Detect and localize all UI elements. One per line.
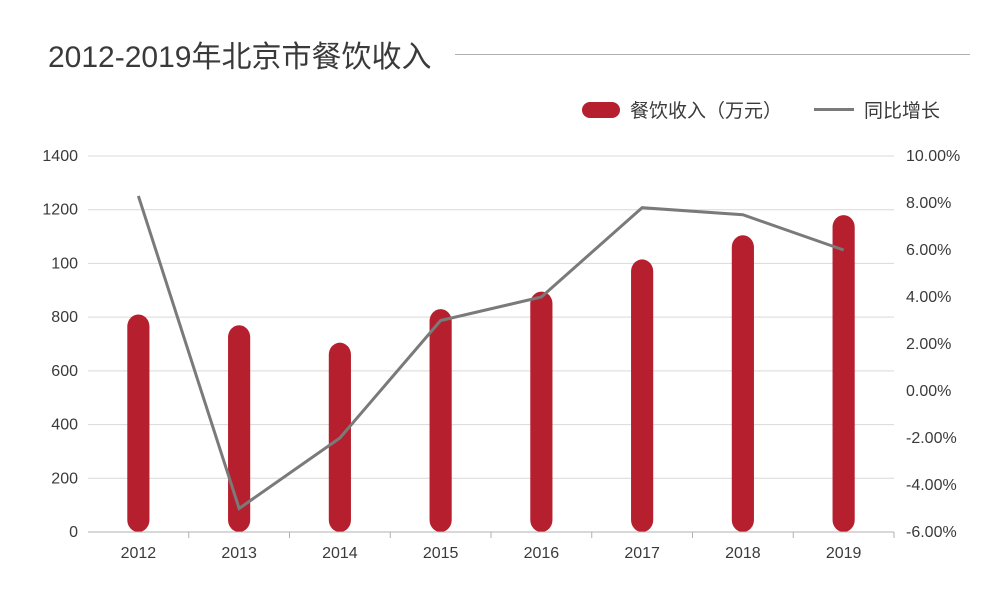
- y-left-tick: 400: [51, 417, 78, 434]
- chart-area: 0 200 400 600 800 100 1200 1400 -6.00% -4.00% -2.0…: [30, 148, 970, 568]
- y-left-tick: 100: [51, 255, 78, 272]
- legend: 餐饮收入（万元） 同比增长: [582, 96, 940, 123]
- y-left-tick: 600: [51, 363, 78, 380]
- bar: [833, 215, 855, 532]
- x-tick-label: 2012: [121, 545, 157, 562]
- y-right-tick: -4.00%: [906, 477, 957, 494]
- x-tick-label: 2019: [826, 545, 862, 562]
- y-right-tick: 6.00%: [906, 242, 951, 259]
- y-right-tick: 8.00%: [906, 195, 951, 212]
- y-right-tick: 10.00%: [906, 148, 960, 165]
- chart-svg: 0 200 400 600 800 100 1200 1400 -6.00% -4.00% -2.0…: [30, 148, 970, 568]
- y-left-tick: 1200: [42, 202, 78, 219]
- y-right-tick: 0.00%: [906, 383, 951, 400]
- y-right-tick: -2.00%: [906, 430, 957, 447]
- y-left-tick: 800: [51, 309, 78, 326]
- bar-swatch-icon: [582, 102, 620, 118]
- x-tick-label: 2013: [221, 545, 257, 562]
- x-tick-label: 2016: [524, 545, 560, 562]
- x-tick-label: 2014: [322, 545, 358, 562]
- y-left-tick: 200: [51, 470, 78, 487]
- x-tick-label: 2015: [423, 545, 459, 562]
- x-tick-label: 2017: [624, 545, 660, 562]
- y-left-tick: 1400: [42, 148, 78, 165]
- x-tick-label: 2018: [725, 545, 761, 562]
- bar: [530, 292, 552, 532]
- line-swatch-icon: [814, 108, 854, 111]
- bar: [732, 235, 754, 532]
- y-left-tick: 0: [69, 524, 78, 541]
- legend-bar-label: 餐饮收入（万元）: [630, 96, 782, 123]
- y-right-tick: 2.00%: [906, 336, 951, 353]
- bar: [430, 309, 452, 532]
- bar: [228, 325, 250, 532]
- chart-title: 2012-2019年北京市餐饮收入: [48, 32, 431, 76]
- legend-item-line: 同比增长: [814, 96, 940, 123]
- legend-line-label: 同比增长: [864, 96, 940, 123]
- legend-item-bars: 餐饮收入（万元）: [582, 96, 782, 123]
- bar: [631, 259, 653, 532]
- bar: [127, 314, 149, 532]
- y-right-tick: -6.00%: [906, 524, 957, 541]
- title-row: 2012-2019年北京市餐饮收入: [48, 32, 970, 76]
- y-right-tick: 4.00%: [906, 289, 951, 306]
- title-divider: [455, 54, 970, 55]
